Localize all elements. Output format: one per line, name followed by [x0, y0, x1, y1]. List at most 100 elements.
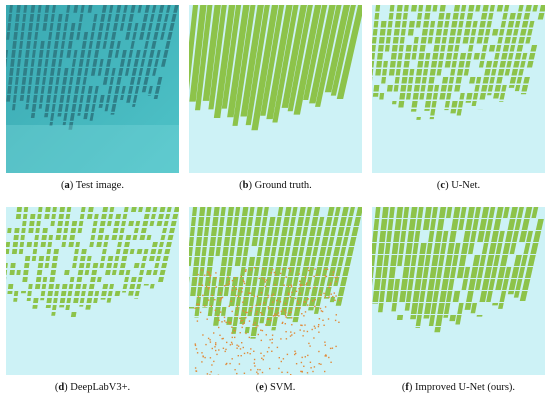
raft-strip — [410, 207, 432, 320]
raft-strip — [227, 5, 250, 118]
raft-strip — [391, 207, 410, 312]
raft-strip — [106, 207, 129, 303]
raft-strip — [265, 207, 292, 326]
raft-strip — [110, 5, 136, 115]
raft-strip — [405, 5, 424, 100]
raft-strip — [202, 5, 221, 101]
raft-strip — [40, 207, 57, 301]
raft-strip — [100, 214, 122, 300]
raft-strip — [93, 207, 115, 303]
deeplab-image — [6, 207, 179, 375]
raft-strip — [520, 5, 545, 95]
raft-strip — [194, 5, 213, 111]
raft-strip — [324, 5, 351, 93]
raft-strip — [335, 207, 362, 306]
raft-strip — [280, 207, 306, 316]
caption-a: (a) Test image. — [61, 180, 124, 191]
raft-strip — [486, 207, 510, 302]
raft-strip — [330, 5, 356, 96]
raft-strip — [286, 207, 312, 319]
raft-strip — [416, 5, 438, 120]
raft-strip — [434, 207, 461, 333]
raft-strip — [508, 5, 532, 88]
raft-strip — [379, 5, 395, 100]
raft-strip — [465, 5, 489, 103]
raft-strip — [250, 217, 276, 339]
raft-strip — [272, 5, 299, 123]
raft-strip — [470, 207, 496, 314]
raft-strip — [62, 5, 85, 126]
raft-strip — [372, 21, 387, 97]
raft-strip — [404, 207, 424, 311]
raft-strip — [59, 221, 78, 308]
raft-strip — [415, 207, 438, 328]
raft-strip — [477, 5, 504, 110]
raft-strip — [398, 5, 418, 108]
raft-strip — [232, 5, 256, 126]
raft-strip — [240, 5, 264, 117]
caption-c: (c) U-Net. — [436, 180, 481, 191]
raft-strip — [134, 207, 158, 299]
raft-strip — [26, 207, 43, 301]
raft-strip — [189, 207, 206, 309]
raft-strip — [424, 5, 446, 111]
caption-letter: e — [259, 382, 264, 393]
caption-text: U-Net. — [451, 180, 481, 191]
raft-strip — [231, 207, 255, 334]
raft-strip — [51, 207, 72, 316]
misclassified-pixels — [194, 267, 341, 375]
caption-text: Ground truth. — [254, 180, 312, 191]
raft-strip — [143, 207, 166, 286]
raft-strip — [89, 5, 114, 121]
raft-strip — [104, 5, 128, 112]
unet-image — [372, 5, 545, 173]
panel-e — [189, 207, 362, 375]
raft-strip — [70, 207, 94, 317]
caption-e: (e) SVM. — [255, 382, 296, 393]
raft-strip — [456, 5, 481, 116]
raft-strip — [221, 5, 242, 109]
raft-strip — [208, 5, 227, 110]
raft-strip — [443, 207, 467, 318]
raft-strip — [308, 207, 335, 311]
raft-strip — [259, 207, 284, 324]
raft-strip — [6, 228, 12, 281]
raft-strip — [213, 5, 236, 119]
raft-strip — [221, 207, 241, 316]
caption-letter: d — [58, 382, 65, 393]
raft-strip — [493, 13, 516, 99]
caption-letter: b — [242, 180, 249, 191]
raft-strip — [38, 5, 56, 109]
raft-strip — [476, 207, 504, 317]
raft-strip — [13, 207, 29, 302]
raft-strip — [120, 5, 143, 101]
raft-strip — [245, 5, 270, 126]
raft-strip — [149, 207, 172, 289]
raft-strip — [153, 5, 179, 99]
raft-strip — [260, 5, 285, 116]
raft-strip — [372, 5, 381, 82]
caption-letter: f — [405, 382, 409, 393]
raft-strip — [487, 5, 510, 96]
raft-strip — [450, 5, 475, 114]
raft-strip — [44, 14, 63, 118]
raft-strip — [410, 5, 432, 112]
raft-strip — [121, 207, 143, 293]
raft-strip — [499, 5, 524, 102]
raft-strip — [20, 214, 36, 294]
raft-strip — [45, 207, 66, 309]
raft-strip — [303, 5, 328, 101]
test-image — [6, 5, 179, 173]
raft-strip — [309, 5, 336, 104]
raft-strip — [315, 5, 342, 107]
raft-strip — [292, 207, 321, 323]
caption-text: SVM. — [269, 382, 296, 393]
raft-strip — [323, 207, 349, 299]
ground-truth-image — [189, 5, 362, 173]
caption-d: (d) DeepLabV3+. — [54, 382, 131, 393]
raft-strip — [377, 207, 395, 313]
raft-strip — [68, 5, 93, 130]
raft-strip — [449, 207, 475, 322]
raft-strip — [128, 207, 152, 296]
raft-strip — [57, 5, 79, 117]
